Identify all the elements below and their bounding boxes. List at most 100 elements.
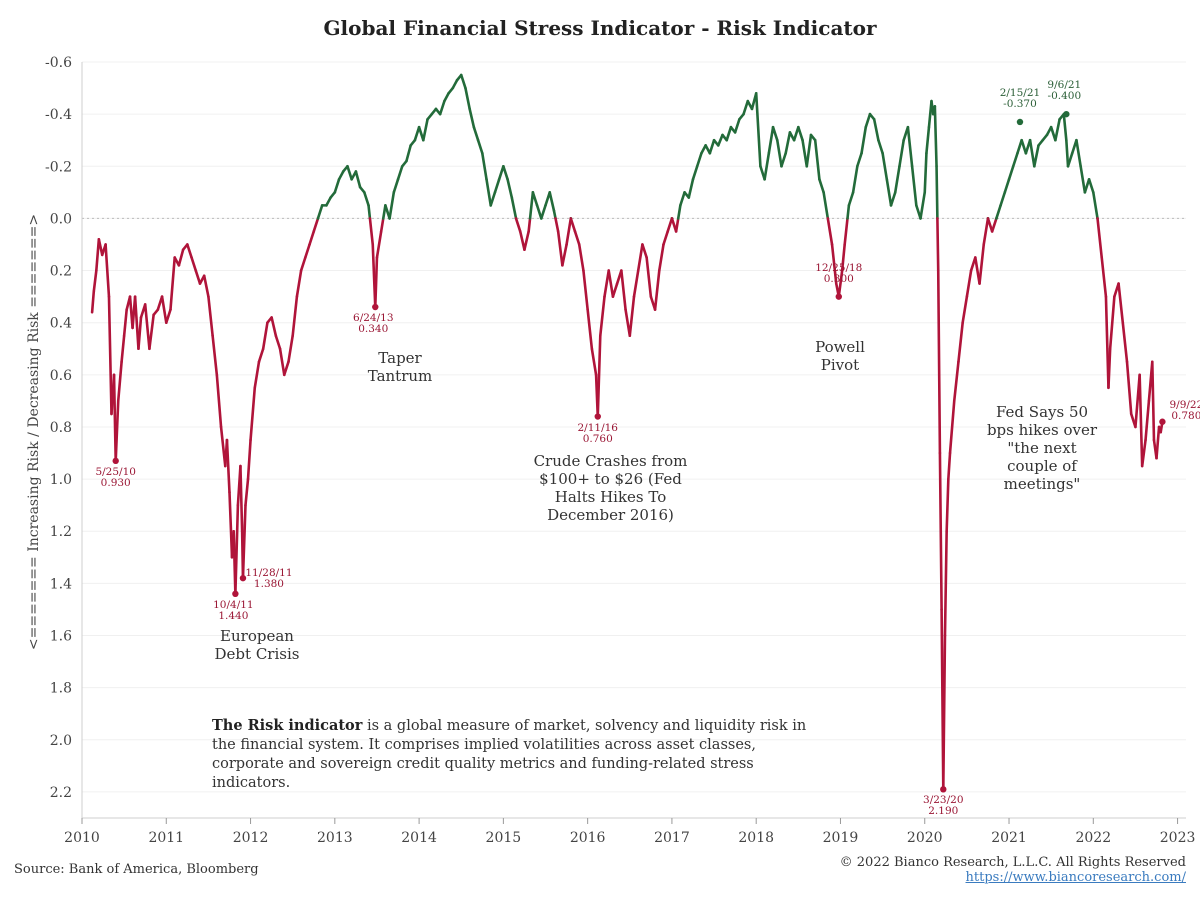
series-segment [947,451,952,481]
series-segment [679,191,686,207]
series-segment [961,295,969,324]
x-tick-label: 2013 [317,830,353,846]
point-marker [940,786,947,793]
point-label-date: 12/25/18 [815,261,863,274]
series-segment [225,438,231,494]
y-tick-label: 1.4 [50,576,72,592]
series-segment [837,269,844,298]
series-segment [687,178,695,199]
series-segment [1138,373,1144,468]
series-segment [1144,399,1151,442]
point-label: 9/9/22 0.780 [1156,398,1200,422]
point-marker [1016,118,1024,126]
series-segment [590,347,598,377]
series-segment [910,164,918,207]
series-segment [826,217,834,246]
point-label: 5/25/10 0.930 [86,466,146,489]
point-markers [112,110,1166,793]
series-segment [856,151,863,168]
y-tick-label: -0.2 [45,159,72,175]
series-segment [877,138,884,155]
series-segment [662,230,670,246]
series-segment [459,73,467,90]
series-segment [257,347,265,364]
series-segment [923,151,928,194]
series-segment [936,269,942,455]
series-segment [995,204,1002,220]
series-segment [405,144,412,163]
series-segment [1011,151,1019,168]
y-tick-label: 1.6 [50,629,72,645]
series-segment [241,503,247,580]
series-segment [1020,138,1028,155]
series-segment [244,477,250,507]
y-tick-label: 1.0 [50,472,72,488]
series-segment [933,105,938,168]
y-tick-label: 2.2 [50,785,72,801]
series-segment [308,230,316,246]
series-segment [851,164,859,194]
series-segment [674,217,680,233]
grid [82,61,1186,793]
series-segment [906,125,914,168]
series-segment [528,191,535,220]
series-segment [1007,164,1015,181]
point-label-date: 11/28/11 [245,567,293,580]
series-segment [1016,138,1023,155]
series-segment [556,230,564,267]
copyright-text: © 2022 Bianco Research, L.L.C. All Right… [839,855,1186,870]
y-tick-label: -0.6 [45,55,72,71]
point-label-value: 0.760 [582,432,613,445]
series-segment [481,151,488,181]
y-tick-label: 1.8 [50,681,72,697]
series-segment [573,230,581,246]
series-segment [164,308,172,324]
series-segment [548,191,556,212]
series-segment [468,107,476,129]
series-segment [822,191,830,220]
series-segment [506,178,514,199]
chart-title: Global Financial Stress Indicator - Risk… [323,16,877,40]
series-segment [1083,178,1091,194]
series-segment [885,178,893,207]
series-segment [148,313,155,351]
risk-indicator-note: The Risk indicator is a global measure o… [212,716,812,793]
series-segment [846,204,851,220]
point-marker [835,293,842,300]
point-label-date: 9/9/22 [1169,398,1200,411]
x-tick-label: 2012 [233,830,269,846]
series-segment [775,138,783,168]
point-label-value: 0.780 [1171,409,1200,422]
x-tick-label: 2014 [401,830,437,846]
series-segment [375,230,383,259]
series-segment [611,282,619,298]
series-segment [104,243,111,298]
series-segment [666,217,674,233]
series-segment [510,196,518,220]
point-label-value: 1.380 [253,578,284,591]
series-segment [95,237,101,272]
y-tick-label: 0.0 [50,211,72,227]
series-segment [577,243,585,272]
series-segment [754,91,762,168]
series-segment [485,178,493,207]
series-segment [653,269,661,311]
series-segment [1091,191,1099,220]
series-segment [780,151,787,168]
series-segment [489,191,497,207]
series-segment [830,243,838,285]
series-segment [1150,360,1156,442]
series-segment [518,230,526,251]
point-label: 2/15/21 -0.370 [990,87,1050,110]
series-segment [304,243,311,259]
point-label-date: 6/24/13 [353,312,394,325]
series-segment [628,295,636,338]
series-segment [999,191,1007,207]
series-segment [864,112,872,129]
series-segment [943,529,948,637]
series-segment [246,438,252,481]
annotation-european-debt-crisis: European Debt Crisis [214,627,300,663]
website-link[interactable]: https://www.biancoresearch.com/ [965,870,1186,885]
series-segment [893,164,901,194]
series-segment [278,347,286,377]
